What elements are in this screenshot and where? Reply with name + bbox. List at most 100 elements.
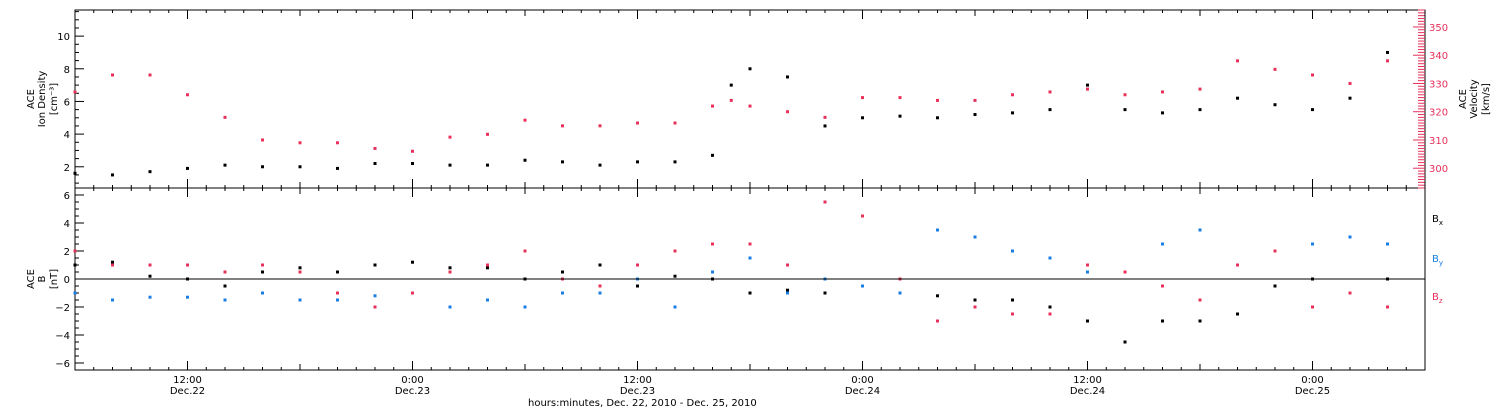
- time-tick-label-time: 0:00: [1301, 375, 1323, 386]
- bz-point: [1161, 284, 1164, 288]
- bz-point: [186, 263, 189, 267]
- velocity-point: [486, 132, 489, 136]
- ion-density-point: [448, 163, 452, 167]
- ion-density-point: [186, 166, 189, 170]
- velocity-point: [1011, 93, 1014, 97]
- density-axis-tick-label: 6: [64, 97, 70, 108]
- velocity-point: [1161, 90, 1164, 94]
- velocity-point: [523, 118, 527, 122]
- b-axis-tick-label: −6: [55, 359, 70, 370]
- b-legend: Bx By Bz: [1432, 214, 1443, 305]
- density-axis-tick-label: 2: [64, 163, 70, 174]
- bz-point: [1011, 312, 1014, 316]
- ion-density-point: [786, 75, 789, 79]
- velocity-point: [636, 121, 639, 125]
- time-tick-label-time: 12:00: [173, 375, 202, 386]
- bottom-panel-points: [73, 200, 1389, 344]
- bz-point: [111, 263, 114, 267]
- time-tick-label-date: Dec.24: [845, 386, 880, 397]
- by-point: [448, 305, 452, 309]
- time-axis-ticks: 12:00Dec.220:00Dec.2312:00Dec.230:00Dec.…: [74, 10, 1426, 397]
- time-tick-label-time: 12:00: [1073, 375, 1102, 386]
- density-axis-tick-label: 8: [64, 65, 70, 76]
- velocity-point: [261, 138, 264, 142]
- by-point: [973, 235, 977, 239]
- legend-by-base: B: [1432, 254, 1439, 265]
- by-point: [936, 228, 939, 232]
- bz-point: [1273, 249, 1277, 253]
- bx-point: [1011, 298, 1014, 302]
- bz-point: [1086, 263, 1089, 267]
- density-axis-title: ACE Ion Density [cm⁻³]: [26, 71, 60, 128]
- bx-point: [1086, 319, 1089, 323]
- velocity-point: [1348, 81, 1352, 85]
- top-panel-frame: [74, 9, 1426, 189]
- velocity-point: [786, 110, 789, 114]
- legend-bx-base: B: [1432, 214, 1439, 225]
- bx-point: [1273, 284, 1277, 288]
- bx-point: [486, 266, 489, 270]
- velocity-point: [711, 104, 714, 108]
- bz-point: [861, 214, 864, 218]
- by-point: [861, 284, 864, 288]
- ion-density-point: [523, 158, 527, 162]
- ion-density-point: [936, 116, 939, 120]
- bx-point: [261, 270, 264, 274]
- bz-point: [1198, 298, 1202, 302]
- bx-point: [1123, 340, 1127, 344]
- density-axis-title-line3: [cm⁻³]: [49, 83, 60, 115]
- velocity-point: [186, 93, 189, 97]
- bx-point: [673, 274, 677, 278]
- bx-point: [448, 266, 452, 270]
- by-point: [486, 298, 489, 302]
- velocity-point: [729, 98, 733, 102]
- bz-point: [673, 249, 677, 253]
- bx-point: [636, 284, 639, 288]
- time-axis-title: hours:minutes, Dec. 22, 2010 - Dec. 25, …: [528, 398, 757, 409]
- b-axis-tick-label: −4: [55, 331, 70, 342]
- bz-point: [73, 249, 77, 253]
- ion-density-point: [973, 113, 977, 117]
- bz-point: [973, 305, 977, 309]
- by-point: [1048, 256, 1052, 260]
- bz-point: [1386, 305, 1389, 309]
- ion-density-point: [1123, 108, 1127, 112]
- velocity-axis-title-line3: [km/s]: [1481, 83, 1492, 115]
- time-tick-label-date: Dec.24: [1070, 386, 1105, 397]
- ion-density-point: [673, 160, 677, 164]
- ion-density-point: [1161, 111, 1164, 115]
- top-panel-right-ticks: 300 310 320 330 340 350: [1413, 9, 1448, 189]
- bz-point: [748, 242, 752, 246]
- bz-point: [411, 291, 414, 295]
- ion-density-point: [729, 83, 733, 87]
- density-axis-title-line1: ACE: [26, 89, 37, 109]
- bx-point: [1048, 305, 1052, 309]
- ion-density-point: [223, 163, 227, 167]
- by-point: [1161, 242, 1164, 246]
- bx-point: [598, 263, 602, 267]
- ion-density-point: [336, 166, 339, 170]
- by-point: [223, 298, 227, 302]
- top-panel-y-ticks: 2 4 6 8 10: [57, 11, 84, 184]
- bx-point: [748, 291, 752, 295]
- bz-point: [1236, 263, 1239, 267]
- time-tick-label-date: Dec.23: [620, 386, 655, 397]
- bx-point: [561, 270, 564, 274]
- legend-bz: Bz: [1432, 292, 1443, 305]
- velocity-point: [1123, 93, 1127, 97]
- ion-density-point: [561, 160, 564, 164]
- ion-density-point: [598, 163, 602, 167]
- ion-density-point: [411, 162, 414, 166]
- velocity-point: [973, 98, 977, 102]
- velocity-point: [111, 73, 114, 77]
- ion-density-point: [373, 162, 377, 166]
- b-axis-title-line1: ACE: [26, 269, 37, 289]
- velocity-axis-tick-label: 300: [1429, 164, 1448, 175]
- bx-point: [1236, 312, 1239, 316]
- bz-point: [261, 263, 264, 267]
- by-point: [1011, 249, 1014, 253]
- velocity-point: [298, 141, 302, 145]
- bz-point: [448, 270, 452, 274]
- bz-point: [936, 319, 939, 323]
- by-point: [186, 295, 189, 299]
